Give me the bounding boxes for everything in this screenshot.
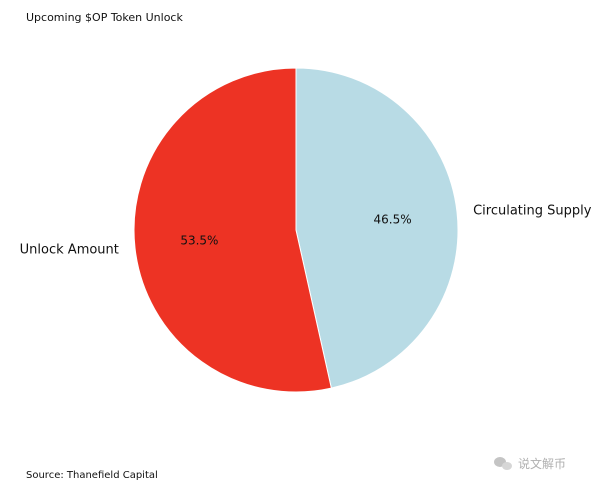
watermark-text: 说文解币 xyxy=(518,457,567,471)
pie-slice-unlock-amount xyxy=(133,67,332,393)
pie-pct-label: 46.5% xyxy=(374,212,412,226)
source-note: Source: Thanefield Capital xyxy=(26,470,158,481)
chart-title: Upcoming $OP Token Unlock xyxy=(26,11,183,24)
wechat-icon xyxy=(494,456,514,471)
pie-category-label: Unlock Amount xyxy=(20,243,119,258)
pie-category-label: Circulating Supply xyxy=(473,203,592,218)
watermark: 说文解币 xyxy=(494,455,566,472)
pie-pct-label: 53.5% xyxy=(180,234,218,248)
pie-slice-circulating-supply xyxy=(295,67,459,389)
